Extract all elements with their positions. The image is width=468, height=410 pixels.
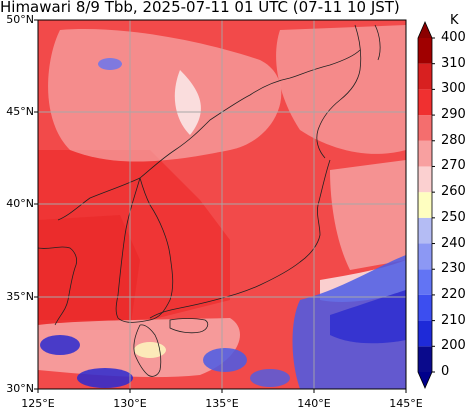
colorbar-tick-label: 210 xyxy=(441,312,466,328)
cold-core-east xyxy=(330,290,406,344)
coastline-hokkaido xyxy=(316,24,362,159)
grid-lines xyxy=(38,20,406,389)
colorbar-extend-min xyxy=(418,372,432,388)
colorbar-tick-label: 300 xyxy=(441,81,466,97)
coastline-china xyxy=(38,246,78,326)
cold-cell-3 xyxy=(203,348,247,372)
colorbar-segment xyxy=(418,269,432,295)
colorbar-segment xyxy=(418,346,432,372)
cloud-region-east xyxy=(330,160,406,270)
lon-label-140: 140°E xyxy=(297,397,331,410)
lat-label-50: 50°N xyxy=(6,13,34,26)
colorbar-tick-label: 290 xyxy=(441,107,466,123)
warm-region-china xyxy=(38,215,140,330)
colorbar-tick-label: 270 xyxy=(441,158,466,174)
coastline-kyushu xyxy=(133,324,162,377)
chart-title: Himawari 8/9 Tbb, 2025-07-11 01 UTC (07-… xyxy=(0,0,400,16)
colorbar-unit: K xyxy=(450,13,459,28)
cold-cell-1 xyxy=(40,335,80,355)
colorbar-tick-label: 280 xyxy=(441,132,466,148)
cloud-region-northeast xyxy=(276,25,406,154)
lon-label-130: 130°E xyxy=(113,397,147,410)
colorbar-segment xyxy=(418,217,432,244)
colorbar-tick-label: 250 xyxy=(441,209,466,225)
lat-label-40: 40°N xyxy=(6,197,34,210)
colorbar-segment xyxy=(418,115,432,141)
cold-cell-2 xyxy=(77,368,133,388)
lon-label-135: 135°E xyxy=(205,397,239,410)
coastline-japan xyxy=(149,159,331,319)
cold-cell-4 xyxy=(250,369,290,387)
lat-label-35: 35°N xyxy=(6,290,34,303)
colorbar-tick-label: 230 xyxy=(441,261,466,277)
lat-label-30: 30°N xyxy=(6,382,34,395)
colorbar-tick-label: 220 xyxy=(441,286,466,302)
lon-label-125: 125°E xyxy=(21,397,55,410)
colorbar-segment xyxy=(418,89,432,116)
colorbar-tick-label: 260 xyxy=(441,184,466,200)
colorbar-tick-label: 310 xyxy=(441,55,466,71)
colorbar-tick-label: 240 xyxy=(441,235,466,251)
cold-cell-5 xyxy=(134,342,166,358)
coastline-korea xyxy=(57,49,361,221)
colorbar-segment xyxy=(418,166,432,193)
colorbar-segment xyxy=(418,140,432,167)
coastline-peninsula xyxy=(115,177,174,323)
colorbar-segment xyxy=(418,63,432,90)
lon-label-145: 145°E xyxy=(389,397,423,410)
colorbar-segment xyxy=(418,192,432,218)
colorbar-segment xyxy=(418,320,432,347)
colorbar-tick-label: 400 xyxy=(441,30,466,45)
coastline-shikoku xyxy=(169,318,209,334)
cloud-streak xyxy=(174,70,201,135)
colorbar-extend-max xyxy=(418,22,432,38)
colorbar-segment xyxy=(418,243,432,270)
coastline-sakhalin xyxy=(374,24,381,61)
colorbar-segment xyxy=(418,38,432,64)
colorbar-segment xyxy=(418,294,432,321)
cold-cell-6 xyxy=(98,58,122,70)
axis-ticks xyxy=(34,19,407,393)
colorbar-tick-label: 200 xyxy=(441,338,466,354)
lat-label-45: 45°N xyxy=(6,105,34,118)
colorbar-tick-label: 0 xyxy=(441,364,450,379)
